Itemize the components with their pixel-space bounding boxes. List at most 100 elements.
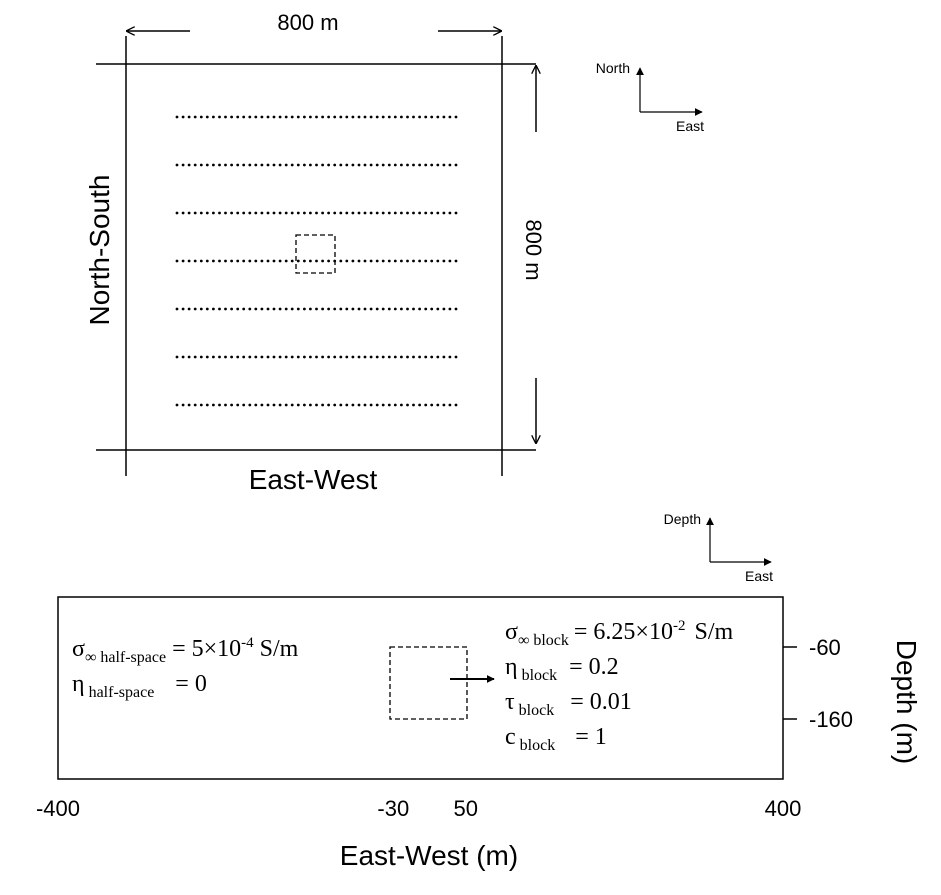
station-dot — [266, 115, 270, 119]
station-dot — [430, 307, 434, 311]
station-dot — [224, 163, 227, 167]
station-dot — [406, 355, 409, 359]
station-dot — [339, 307, 343, 311]
station-dot — [363, 163, 367, 167]
station-dot — [448, 259, 452, 263]
station-dot — [412, 259, 415, 263]
station-dot — [290, 307, 294, 311]
station-dot — [230, 115, 234, 119]
station-dot — [448, 163, 452, 167]
station-dot — [381, 163, 385, 167]
station-dot — [260, 307, 264, 311]
station-dot — [296, 115, 300, 119]
station-dot — [260, 115, 264, 119]
station-dot — [278, 259, 282, 263]
station-dot — [236, 355, 240, 359]
station-dot — [205, 163, 209, 167]
station-dot — [296, 307, 300, 311]
station-dot — [284, 259, 288, 263]
station-dot — [339, 355, 343, 359]
station-dot — [205, 115, 209, 119]
station-dot — [333, 355, 337, 359]
station-dot — [363, 355, 367, 359]
station-dot — [393, 403, 397, 407]
station-dot — [272, 115, 276, 119]
station-dot — [212, 355, 215, 359]
section-east-label: East — [745, 568, 773, 584]
station-dot — [327, 259, 330, 263]
station-dot — [303, 163, 306, 167]
station-dot — [333, 211, 337, 215]
station-dot — [375, 403, 379, 407]
station-dot — [175, 163, 179, 167]
station-dot — [254, 307, 258, 311]
station-dot — [260, 403, 264, 407]
station-dot — [345, 355, 349, 359]
station-dot — [315, 211, 318, 215]
station-dot — [242, 307, 246, 311]
station-dot — [187, 307, 191, 311]
station-dot — [406, 307, 409, 311]
station-dot — [266, 355, 270, 359]
station-dot — [448, 211, 452, 215]
station-dot — [375, 211, 379, 215]
station-dot — [406, 403, 409, 407]
section-block-outline — [389, 646, 468, 720]
x-tick-label: -30 — [377, 796, 409, 821]
station-dot — [290, 403, 294, 407]
station-dot — [333, 403, 337, 407]
station-dot — [272, 211, 276, 215]
station-dot — [218, 355, 221, 359]
station-dot — [369, 163, 373, 167]
east-label: East — [676, 118, 704, 134]
section-y-axis-title: Depth (m) — [891, 640, 922, 764]
station-dot — [248, 163, 252, 167]
station-dot — [230, 355, 234, 359]
station-dot — [381, 115, 385, 119]
plan-block-outline — [295, 234, 336, 274]
station-dot — [448, 355, 452, 359]
station-dot — [333, 115, 337, 119]
station-dot — [363, 403, 367, 407]
station-dot — [290, 259, 294, 263]
station-dot — [193, 163, 197, 167]
station-dot — [387, 211, 391, 215]
station-dot — [266, 307, 270, 311]
station-dot — [357, 211, 361, 215]
station-dot — [290, 355, 294, 359]
station-dot — [424, 211, 428, 215]
station-dot — [327, 355, 330, 359]
station-dot — [236, 307, 240, 311]
station-dot — [205, 259, 209, 263]
station-dot — [412, 307, 415, 311]
station-dot — [381, 307, 385, 311]
station-dot — [284, 403, 288, 407]
station-dot — [284, 211, 288, 215]
station-dot — [218, 307, 221, 311]
station-dot — [199, 355, 203, 359]
station-dot — [430, 115, 434, 119]
station-dot — [442, 307, 446, 311]
station-dot — [448, 403, 452, 407]
station-dot — [212, 115, 215, 119]
north-label: North — [596, 60, 630, 76]
station-dot — [381, 259, 385, 263]
station-dot — [187, 355, 191, 359]
station-dot — [327, 211, 330, 215]
station-dot — [381, 211, 385, 215]
station-dot — [424, 307, 428, 311]
station-dot — [418, 403, 421, 407]
station-dot — [339, 211, 343, 215]
x-ticks: -400 -30 50 400 — [36, 796, 801, 821]
station-dot — [266, 211, 270, 215]
station-dot — [327, 307, 330, 311]
station-dot — [351, 355, 355, 359]
station-grid — [175, 115, 458, 407]
station-dot — [387, 307, 391, 311]
station-dot — [387, 115, 391, 119]
station-dot — [406, 115, 409, 119]
station-dot — [242, 163, 246, 167]
station-dot — [309, 403, 312, 407]
station-dot — [260, 163, 264, 167]
